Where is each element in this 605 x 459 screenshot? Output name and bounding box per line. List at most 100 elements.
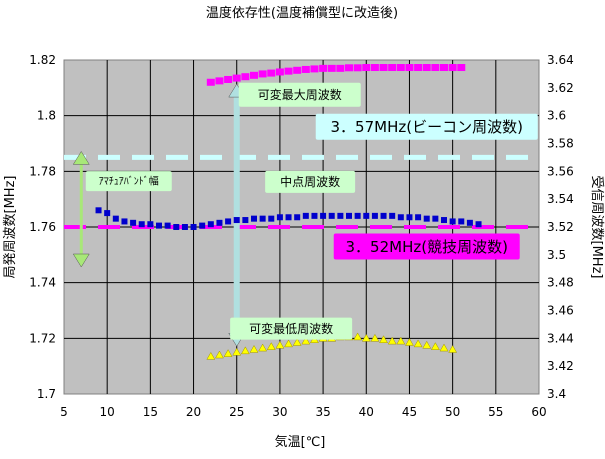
min-point bbox=[249, 344, 259, 353]
x-tick-label: 25 bbox=[229, 405, 244, 419]
chart-title: 温度依存性(温度補償型に改造後) bbox=[206, 5, 398, 21]
min-point bbox=[430, 342, 440, 350]
x-tick-label: 55 bbox=[488, 405, 503, 419]
y-tick-label-right: 3.64 bbox=[547, 53, 574, 67]
mid-point bbox=[380, 212, 387, 219]
y-tick-label-right: 3.58 bbox=[547, 137, 574, 151]
mid-point bbox=[225, 218, 232, 225]
min-callout: 可変最低周波数 bbox=[230, 317, 353, 340]
amateur-band-arrow-head-bottom bbox=[72, 253, 90, 268]
mid-point bbox=[337, 212, 344, 219]
series-mid bbox=[95, 207, 482, 230]
y-tick-label-right: 3.48 bbox=[547, 276, 574, 290]
max-point bbox=[345, 64, 353, 72]
min-point bbox=[206, 351, 216, 360]
x-tick-label: 40 bbox=[359, 405, 374, 419]
max-point bbox=[284, 67, 293, 75]
x-axis-label: 気温[℃] bbox=[275, 434, 326, 450]
y-tick-label-left: 1.82 bbox=[29, 53, 56, 67]
min-point bbox=[240, 346, 250, 355]
mid-point bbox=[363, 212, 370, 219]
mid-point bbox=[389, 212, 396, 219]
max-point bbox=[206, 78, 215, 86]
y-tick-label-left: 1.74 bbox=[29, 276, 56, 290]
y-tick-label-left: 1.72 bbox=[29, 331, 56, 345]
mid-point bbox=[190, 224, 197, 230]
x-tick-label: 35 bbox=[315, 405, 330, 419]
series-max bbox=[206, 64, 466, 86]
max-point bbox=[275, 68, 284, 76]
min-point bbox=[448, 344, 458, 353]
mid-point bbox=[138, 221, 145, 228]
x-tick-label: 10 bbox=[100, 405, 115, 419]
min-point bbox=[422, 340, 432, 349]
max-point bbox=[362, 64, 371, 72]
mid-point bbox=[328, 212, 335, 219]
mid-point bbox=[104, 210, 111, 217]
mid-point bbox=[311, 212, 318, 219]
max-point bbox=[396, 64, 405, 72]
mid-point bbox=[441, 217, 447, 224]
mid-point bbox=[294, 214, 301, 221]
max-point bbox=[414, 64, 423, 72]
max-point bbox=[327, 64, 336, 72]
max-point bbox=[241, 73, 250, 81]
max-point bbox=[232, 74, 241, 82]
band-width-callout-box bbox=[85, 171, 172, 192]
x-tick-label: 50 bbox=[445, 405, 460, 419]
min-point bbox=[284, 339, 293, 348]
min-point bbox=[215, 350, 224, 359]
max-point bbox=[258, 70, 267, 78]
y-tick-label-right: 3.42 bbox=[547, 359, 574, 373]
max-callout: 可変最大周波数 bbox=[238, 82, 361, 107]
min-point bbox=[275, 340, 285, 349]
min-point bbox=[439, 343, 449, 352]
mid-point bbox=[242, 217, 249, 224]
mid-point bbox=[130, 219, 137, 226]
max-callout-text: 可変最大周波数 bbox=[258, 87, 342, 102]
y-tick-label-right: 3.4 bbox=[547, 387, 566, 401]
mid-point bbox=[320, 212, 327, 219]
max-point bbox=[370, 64, 379, 72]
amateur-band-arrow-head-top bbox=[72, 150, 90, 165]
mid-point bbox=[354, 212, 361, 219]
mid-point bbox=[156, 222, 162, 229]
mid-callout-text: 中点周波数 bbox=[280, 174, 340, 189]
max-point bbox=[267, 69, 276, 77]
max-point bbox=[457, 64, 466, 72]
beacon-label: 3．57MHz(ビーコン周波数) bbox=[315, 113, 538, 140]
band-width-callout-text: ｱﾏﾁｭｱﾊﾞﾝﾄﾞ幅 bbox=[99, 175, 159, 188]
min-callout-box bbox=[230, 317, 353, 340]
y-tick-label-left: 1.8 bbox=[37, 109, 56, 123]
mid-point bbox=[466, 219, 473, 226]
x-tick-label: 60 bbox=[531, 405, 546, 419]
max-point bbox=[379, 64, 388, 72]
mid-point bbox=[302, 212, 309, 219]
min-point bbox=[396, 336, 406, 345]
x-tick-label: 15 bbox=[143, 405, 158, 419]
mid-point bbox=[199, 222, 206, 229]
band-label-text: 3．52MHz(競技周波数) bbox=[346, 238, 508, 256]
min-point bbox=[387, 336, 397, 345]
mid-point bbox=[181, 224, 188, 230]
mid-point bbox=[475, 221, 482, 228]
mid-point bbox=[268, 215, 275, 222]
mid-point bbox=[216, 219, 223, 226]
mid-point bbox=[397, 214, 404, 221]
min-point bbox=[232, 347, 242, 356]
y-tick-label-right: 3.54 bbox=[547, 192, 574, 206]
max-callout-box bbox=[238, 82, 361, 107]
mid-point bbox=[259, 215, 266, 222]
tick-labels: 5 10 15 20 25 30 35 40 45 50 55 60 1.7 1.72 1.74 1.76 1.… bbox=[29, 53, 573, 419]
max-point bbox=[319, 64, 328, 72]
mid-callout-box bbox=[265, 170, 356, 193]
y-tick-label-right: 3.5 bbox=[547, 248, 566, 262]
mid-point bbox=[423, 215, 430, 222]
min-point bbox=[413, 339, 423, 348]
mid-point bbox=[95, 207, 102, 214]
min-point bbox=[258, 343, 268, 352]
max-point bbox=[440, 64, 448, 72]
y-axis-label-right: 受信周波数[MHz] bbox=[589, 176, 604, 279]
